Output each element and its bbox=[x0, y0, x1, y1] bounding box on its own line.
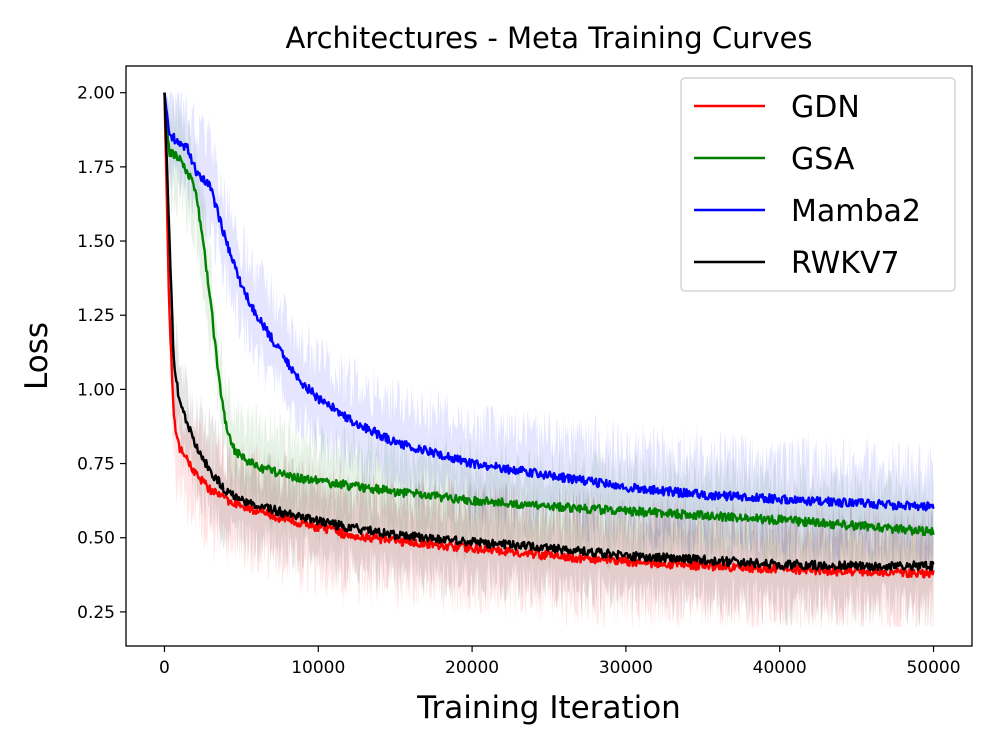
x-axis: 0 10000 20000 30000 40000 50000 bbox=[159, 646, 961, 678]
legend-entries: GDN GSA Mamba2 RWKV7 bbox=[694, 90, 921, 281]
line-layer bbox=[163, 92, 935, 579]
y-tick-label: 1.50 bbox=[77, 232, 115, 252]
x-tick-label: 40000 bbox=[753, 658, 807, 678]
y-tick-label: 1.00 bbox=[77, 380, 115, 400]
x-tick-label: 50000 bbox=[906, 658, 960, 678]
x-tick-label: 10000 bbox=[291, 658, 345, 678]
x-axis-label: Training Iteration bbox=[416, 690, 681, 726]
x-tick-label: 0 bbox=[159, 658, 170, 678]
series-line-mamba2 bbox=[163, 92, 935, 512]
plot-frame bbox=[125, 65, 973, 647]
series-line-gsa bbox=[163, 92, 935, 537]
legend: GDN GSA Mamba2 RWKV7 bbox=[680, 77, 956, 292]
y-tick-label: 0.75 bbox=[77, 455, 115, 475]
x-tick-label: 30000 bbox=[599, 658, 653, 678]
legend-label-rwkv7: RWKV7 bbox=[791, 246, 900, 281]
y-axis-label: Loss bbox=[19, 322, 55, 390]
legend-label-mamba2: Mamba2 bbox=[791, 194, 921, 229]
legend-label-gdn: GDN bbox=[791, 90, 860, 125]
y-tick-label: 0.25 bbox=[77, 603, 115, 623]
y-tick-label: 2.00 bbox=[77, 84, 115, 104]
y-tick-label: 1.25 bbox=[77, 306, 115, 326]
band-mamba2 bbox=[164, 92, 934, 575]
band-rwkv7 bbox=[164, 92, 934, 627]
x-tick-label: 20000 bbox=[445, 658, 499, 678]
y-tick-label: 0.50 bbox=[77, 529, 115, 549]
y-tick-label: 1.75 bbox=[77, 158, 115, 178]
series-line-rwkv7 bbox=[163, 92, 935, 572]
band-layer bbox=[164, 92, 934, 627]
band-gdn bbox=[164, 92, 934, 627]
legend-box bbox=[680, 77, 956, 292]
legend-label-gsa: GSA bbox=[791, 142, 855, 177]
chart-title: Architectures - Meta Training Curves bbox=[285, 21, 812, 55]
y-axis: 0.25 0.50 0.75 1.00 1.25 1.50 1.75 2.00 bbox=[77, 84, 126, 623]
band-gsa bbox=[164, 92, 934, 592]
